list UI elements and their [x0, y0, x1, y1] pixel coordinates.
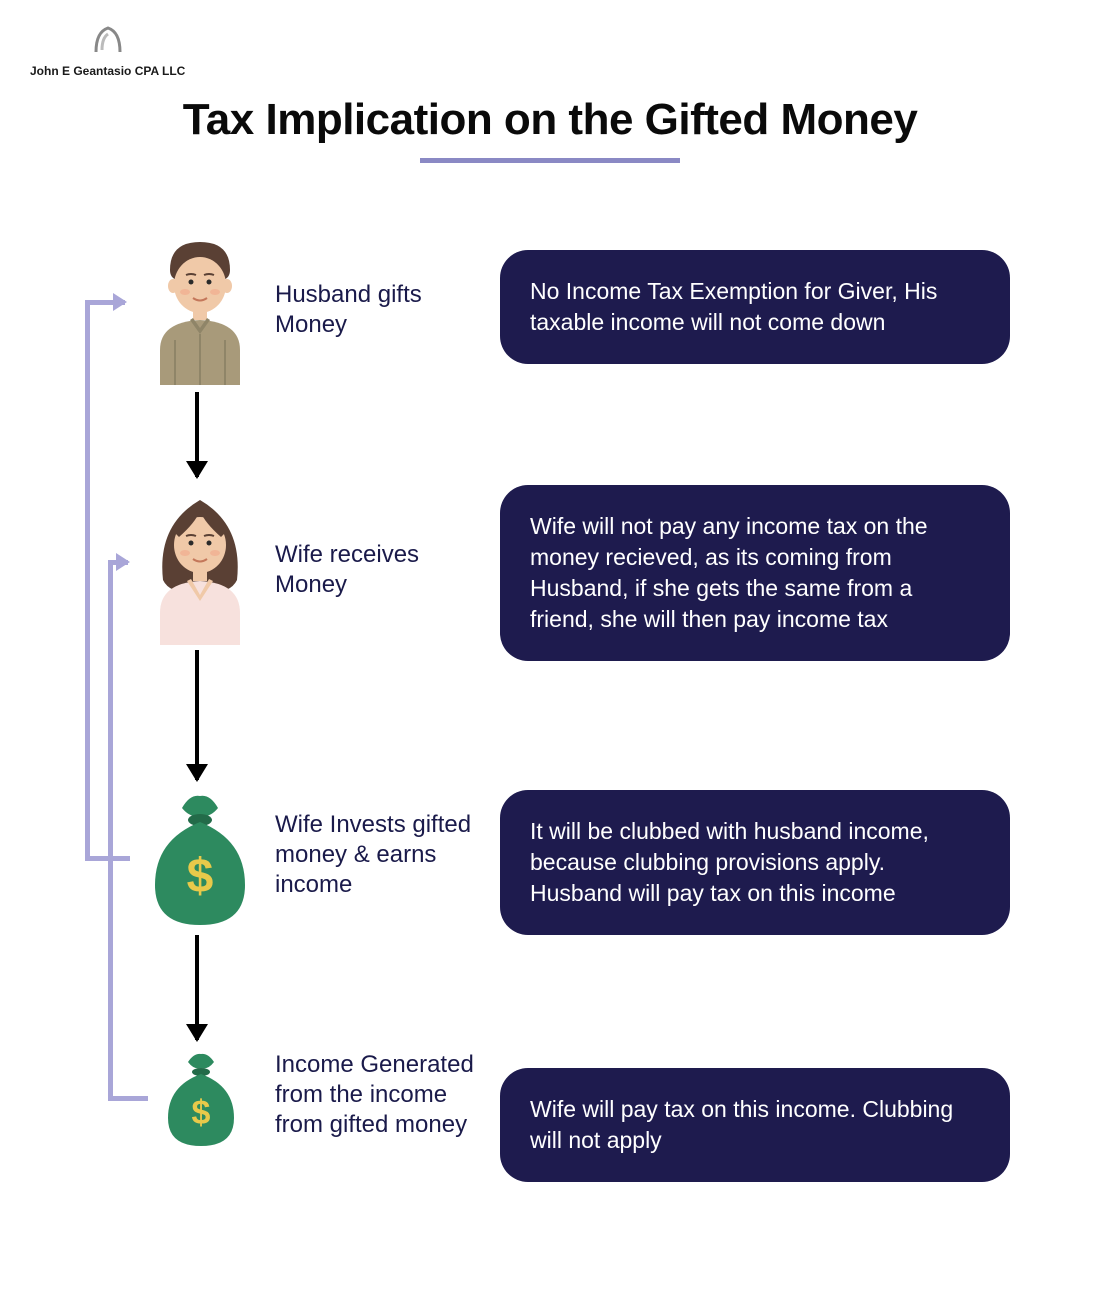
stage-label-invest: Wife Invests gifted money & earns income — [275, 810, 475, 900]
stage-box-invest: It will be clubbed with husband income, … — [500, 790, 1010, 935]
stage-label-husband: Husband gifts Money — [275, 280, 475, 340]
connector-to-husband — [85, 300, 125, 305]
money-bag-large-icon: $ — [130, 790, 270, 935]
stage-label-income2: Income Generated from the income from gi… — [275, 1050, 475, 1140]
arrow-down-2 — [195, 650, 199, 780]
connector-vert-inner — [108, 560, 113, 1100]
title-underline — [420, 158, 680, 163]
stage-box-husband: No Income Tax Exemption for Giver, His t… — [500, 250, 1010, 364]
company-name: John E Geantasio CPA LLC — [30, 64, 185, 78]
stage-label-wife: Wife receives Money — [275, 540, 475, 600]
stage-box-wife: Wife will not pay any income tax on the … — [500, 485, 1010, 661]
connector-from-income2 — [108, 1096, 148, 1101]
wife-icon — [130, 485, 270, 650]
company-logo: John E Geantasio CPA LLC — [30, 20, 185, 78]
page-title: Tax Implication on the Gifted Money — [0, 95, 1100, 145]
money-bag-small-icon: $ — [150, 1050, 250, 1155]
stage-box-income2: Wife will pay tax on this income. Clubbi… — [500, 1068, 1010, 1182]
connector-vert-outer — [85, 300, 90, 860]
arrow-down-1 — [195, 392, 199, 477]
arrow-down-3 — [195, 935, 199, 1040]
logo-icon — [88, 20, 128, 60]
svg-text:$: $ — [191, 1094, 210, 1132]
husband-icon — [130, 230, 270, 390]
svg-text:$: $ — [187, 850, 214, 903]
